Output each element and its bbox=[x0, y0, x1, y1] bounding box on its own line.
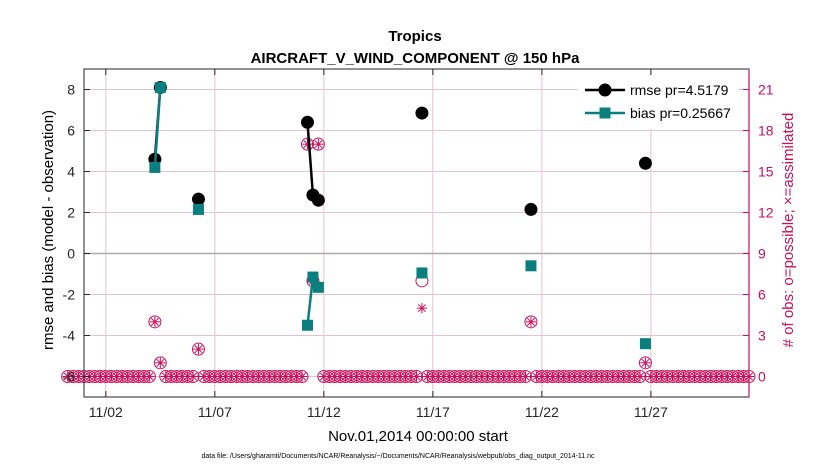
tick-labels: 11/02 11/07 11/12 11/17 11/22 11/27 -6 -4 -2 0 2 4 6… bbox=[63, 82, 774, 421]
y-tick-label: 8 bbox=[67, 82, 75, 98]
obs-possible-zero-marker bbox=[295, 370, 309, 383]
bias-point bbox=[525, 260, 537, 272]
obs-possible-marker bbox=[638, 356, 652, 370]
rmse-point bbox=[638, 156, 652, 170]
y-right-tick-label: 15 bbox=[758, 164, 774, 180]
chart-subtitle: AIRCRAFT_V_WIND_COMPONENT @ 150 hPa bbox=[251, 50, 581, 67]
y-right-tick-label: 9 bbox=[758, 246, 766, 262]
x-tick-label: 11/17 bbox=[416, 404, 450, 420]
y-axis-label-right: # of obs: o=possible; ×=assimilated bbox=[780, 113, 797, 348]
x-axis-label: Nov.01,2014 00:00:00 start bbox=[328, 428, 509, 445]
legend-bias-marker bbox=[599, 107, 611, 119]
y-tick-label: 2 bbox=[67, 205, 75, 221]
bias-point bbox=[639, 338, 651, 350]
obs-assimilated-zero-marker bbox=[296, 371, 308, 382]
bias-point bbox=[301, 319, 313, 331]
legend-rmse-marker bbox=[598, 83, 612, 97]
obs-assimilated-zero-marker bbox=[187, 371, 199, 382]
obs-assimilated-marker bbox=[155, 357, 166, 369]
chart-title: Tropics bbox=[388, 28, 441, 45]
y-right-tick-label: 3 bbox=[758, 328, 766, 344]
y-tick-label: 6 bbox=[67, 123, 75, 139]
obs-assimilated-marker bbox=[416, 302, 428, 314]
y-right-tick-label: 18 bbox=[758, 123, 774, 139]
data-file-footnote: data file: /Users/gharamti/Documents/NCA… bbox=[201, 453, 595, 460]
obs-possible-marker bbox=[153, 356, 167, 370]
y-tick-label: -4 bbox=[63, 328, 76, 344]
bias-line-segment bbox=[153, 87, 162, 168]
y-tick-label: 0 bbox=[67, 246, 75, 262]
obs-assimilated-marker bbox=[640, 357, 651, 369]
rmse-point bbox=[524, 202, 538, 216]
x-tick-label: 11/22 bbox=[525, 404, 559, 420]
bias-point bbox=[416, 267, 428, 279]
axes-frame bbox=[83, 68, 750, 398]
y-tick-label: -6 bbox=[63, 369, 76, 385]
bias-point bbox=[307, 271, 319, 283]
bias-point bbox=[154, 81, 166, 93]
y-right-tick-label: 12 bbox=[758, 205, 774, 221]
obs-assimilated-zero-marker bbox=[411, 371, 422, 382]
y-tick-label: 4 bbox=[67, 164, 75, 180]
obs-assimilated-marker bbox=[193, 343, 204, 355]
obs-possible-marker bbox=[148, 315, 162, 329]
x-tick-label: 11/12 bbox=[307, 404, 341, 420]
x-tick-label: 11/07 bbox=[198, 404, 232, 420]
obs-possible-marker bbox=[524, 315, 538, 329]
bias-point bbox=[312, 281, 324, 293]
y-right-tick-label: 0 bbox=[758, 369, 766, 385]
series-group bbox=[148, 80, 652, 350]
rmse-point bbox=[311, 193, 325, 207]
y-right-tick-label: 6 bbox=[758, 287, 766, 303]
rmse-point bbox=[415, 106, 429, 120]
obs-possible-marker bbox=[191, 342, 205, 356]
x-tick-label: 11/02 bbox=[89, 404, 123, 420]
legend-bias-label: bias pr=0.25667 bbox=[630, 105, 731, 121]
obs-assimilated-marker bbox=[313, 138, 324, 150]
obs-assimilated-marker bbox=[302, 138, 313, 150]
obs-count-markers bbox=[61, 137, 756, 383]
rmse-line-segment bbox=[306, 122, 320, 202]
y-right-tick-label: 21 bbox=[758, 82, 774, 98]
obs-assimilated-zero-marker bbox=[520, 371, 531, 382]
rmse-point bbox=[300, 115, 314, 129]
rmse-point bbox=[191, 192, 205, 206]
y-axis-label-left: rmse and bias (model - observation) bbox=[40, 110, 57, 350]
y-tick-label: -2 bbox=[63, 287, 76, 303]
obs-assimilated-marker bbox=[149, 316, 161, 328]
legend: rmse pr=4.5179 bias pr=0.25667 bbox=[577, 75, 739, 129]
obs-assimilated-zero-marker bbox=[634, 371, 646, 382]
bias-point bbox=[149, 161, 161, 173]
bias-point bbox=[192, 203, 204, 215]
obs-assimilated-zero-marker bbox=[144, 371, 155, 382]
obs-assimilated-marker bbox=[525, 316, 537, 328]
x-tick-label: 11/27 bbox=[634, 404, 668, 420]
obs-possible-zero-marker bbox=[142, 370, 156, 383]
legend-rmse-label: rmse pr=4.5179 bbox=[630, 82, 729, 98]
